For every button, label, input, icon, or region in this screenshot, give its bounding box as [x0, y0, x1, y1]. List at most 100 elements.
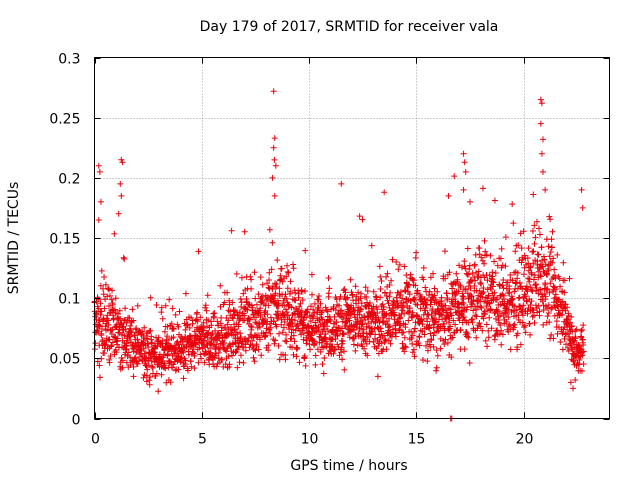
data-point	[538, 244, 545, 251]
data-point	[420, 264, 427, 271]
data-point	[108, 296, 115, 303]
data-point	[497, 301, 504, 308]
data-point	[426, 322, 433, 329]
data-point	[510, 324, 517, 331]
data-point	[548, 244, 555, 251]
data-point	[431, 285, 438, 292]
data-point	[275, 302, 282, 309]
data-point	[127, 322, 134, 329]
data-point	[418, 317, 425, 324]
data-point	[310, 306, 317, 313]
data-point	[500, 312, 507, 319]
data-point	[97, 300, 104, 307]
data-point	[541, 256, 548, 263]
data-point	[352, 332, 359, 339]
data-point	[117, 180, 124, 187]
data-point	[108, 342, 115, 349]
data-point	[480, 315, 487, 322]
data-point	[494, 294, 501, 301]
data-point	[527, 263, 534, 270]
data-point	[544, 305, 551, 312]
data-point	[363, 323, 370, 330]
data-point	[385, 300, 392, 307]
y-tick-label: 0.05	[49, 352, 80, 368]
data-point	[135, 357, 142, 364]
data-point	[572, 335, 579, 342]
data-point	[517, 341, 524, 348]
data-point	[164, 333, 171, 340]
data-point	[365, 302, 372, 309]
data-point	[302, 362, 309, 369]
data-point	[271, 192, 278, 199]
data-point	[364, 352, 371, 359]
y-tick-label: 0.3	[58, 52, 80, 68]
data-point	[200, 319, 207, 326]
data-point	[562, 307, 569, 314]
data-point	[147, 294, 154, 301]
data-point	[130, 373, 137, 380]
data-point	[434, 288, 441, 295]
data-point	[144, 335, 151, 342]
data-point	[515, 316, 522, 323]
data-point	[472, 312, 479, 319]
data-point	[281, 319, 288, 326]
data-point	[272, 290, 279, 297]
data-point	[545, 309, 552, 316]
data-point	[242, 341, 249, 348]
data-point	[390, 307, 397, 314]
data-point	[499, 291, 506, 298]
data-point	[461, 258, 468, 265]
data-point	[474, 325, 481, 332]
data-point	[461, 159, 468, 166]
data-point	[532, 234, 539, 241]
data-point	[457, 284, 464, 291]
data-point	[451, 173, 458, 180]
data-point	[305, 322, 312, 329]
data-point	[528, 271, 535, 278]
data-point	[579, 204, 586, 211]
data-point	[211, 310, 218, 317]
data-point	[257, 274, 264, 281]
data-point	[498, 264, 505, 271]
data-point	[322, 304, 329, 311]
data-point	[350, 341, 357, 348]
data-point	[283, 309, 290, 316]
data-point	[401, 348, 408, 355]
data-point	[524, 255, 531, 262]
data-point	[519, 312, 526, 319]
data-point	[568, 323, 575, 330]
data-point	[288, 316, 295, 323]
data-point	[531, 272, 538, 279]
data-point	[131, 355, 138, 362]
data-point	[471, 282, 478, 289]
data-point	[446, 269, 453, 276]
data-point	[147, 373, 154, 380]
data-point	[273, 281, 280, 288]
chart-title: Day 179 of 2017, SRMTID for receiver val…	[200, 19, 499, 35]
data-point	[167, 379, 174, 386]
data-point	[539, 136, 546, 143]
data-point	[354, 318, 361, 325]
data-point	[356, 311, 363, 318]
data-point	[266, 226, 273, 233]
y-tick-label: 0.15	[49, 232, 80, 248]
data-point	[357, 290, 364, 297]
data-point	[477, 323, 484, 330]
data-point	[547, 280, 554, 287]
data-point	[257, 305, 264, 312]
data-point	[102, 323, 109, 330]
data-point	[330, 350, 337, 357]
data-point	[214, 318, 221, 325]
data-point	[354, 315, 361, 322]
data-point	[333, 319, 340, 326]
data-point	[119, 364, 126, 371]
data-point	[370, 303, 377, 310]
data-point	[486, 272, 493, 279]
data-point	[155, 388, 162, 395]
data-point	[498, 327, 505, 334]
data-point	[241, 312, 248, 319]
data-point	[411, 353, 418, 360]
data-point	[265, 302, 272, 309]
data-point	[401, 263, 408, 270]
data-point	[326, 285, 333, 292]
